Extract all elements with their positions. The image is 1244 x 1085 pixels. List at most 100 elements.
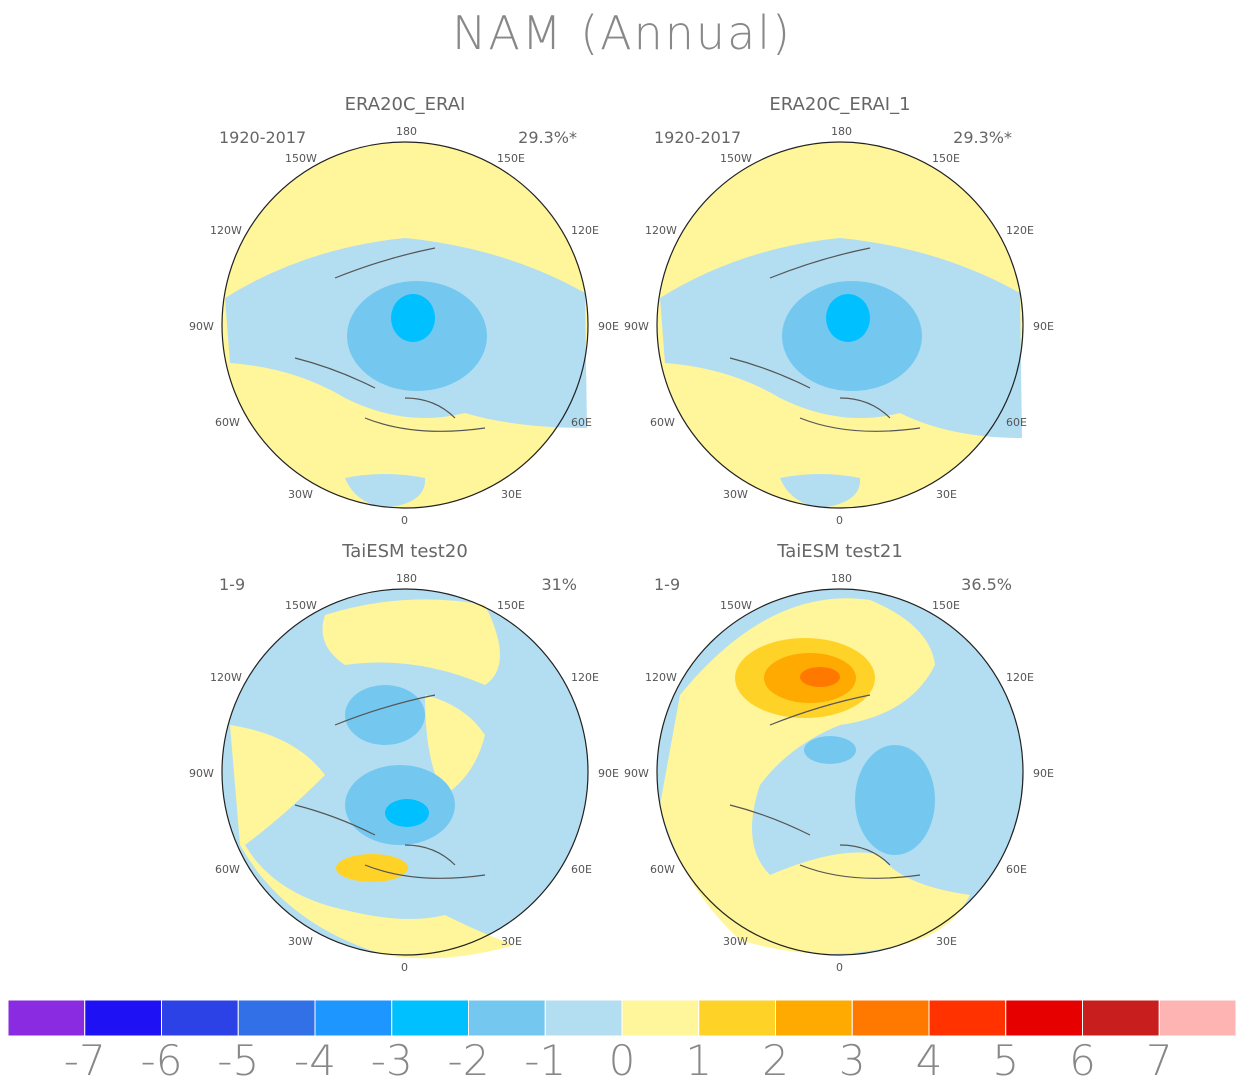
colorbar-tick-label: -6	[140, 1036, 183, 1085]
lon-label: 30E	[936, 488, 957, 501]
panel-title: TaiESM test21	[777, 541, 903, 562]
lon-label: 150W	[285, 152, 317, 165]
lon-label: 180	[396, 125, 417, 138]
lon-label: 90E	[598, 320, 619, 333]
map-panel-era20c-erai: ERA20C_ERAI 1920-2017 29.3%* 180 150E 12…	[185, 94, 625, 538]
colorbar-swatch	[468, 1000, 546, 1036]
lon-label: 90W	[189, 320, 214, 333]
lon-label: 150E	[932, 152, 960, 165]
lon-label: 90W	[189, 767, 214, 780]
lon-label: 60E	[571, 416, 592, 429]
period-label: 1-9	[654, 575, 681, 594]
map-panel-taiesm-test20: TaiESM test20 1-9 31% 180 150E 120E 90E …	[185, 541, 625, 985]
lon-label: 150E	[932, 599, 960, 612]
lon-label: 30W	[723, 488, 748, 501]
period-label: 1920-2017	[219, 128, 307, 147]
variance-label: 36.5%	[961, 575, 1012, 594]
map-panel-era20c-erai-1: ERA20C_ERAI_1 1920-2017 29.3%* 180 150E …	[620, 94, 1060, 538]
variance-label: 29.3%*	[518, 128, 577, 147]
panel-title: TaiESM test20	[342, 541, 468, 562]
colorbar-tick-label: 3	[838, 1036, 866, 1085]
lon-label: 30E	[501, 935, 522, 948]
colorbar-tick-label: 4	[915, 1036, 943, 1085]
colorbar-swatch	[544, 1000, 623, 1036]
lon-label: 60E	[571, 863, 592, 876]
colorbar-swatch	[237, 1000, 316, 1036]
colorbar-swatch	[1158, 1000, 1236, 1036]
lon-label: 90E	[1033, 767, 1054, 780]
lon-label: 120W	[210, 671, 242, 684]
map-panel-taiesm-test21: TaiESM test21 1-9 36.5% 180 150E 120E 90…	[620, 541, 1060, 985]
lon-label: 90E	[1033, 320, 1054, 333]
lon-label: 120E	[571, 224, 599, 237]
colorbar-swatch	[391, 1000, 469, 1036]
colorbar-tick-label: 6	[1069, 1036, 1096, 1085]
lon-label: 60W	[215, 416, 240, 429]
colorbar	[8, 1000, 1236, 1036]
colorbar-tick-label: -7	[63, 1036, 106, 1085]
colorbar-tick-label: -5	[217, 1036, 260, 1085]
lon-label: 120W	[210, 224, 242, 237]
lon-label: 120W	[645, 224, 677, 237]
lon-label: 150E	[497, 599, 525, 612]
colorbar-swatch	[161, 1000, 239, 1036]
colorbar-swatch	[928, 1000, 1007, 1036]
polar-map	[221, 141, 589, 509]
colorbar-tick-label: 7	[1145, 1036, 1173, 1085]
colorbar-tick-label: -3	[370, 1036, 413, 1085]
colorbar-tick-label: -2	[447, 1036, 490, 1085]
lon-label: 180	[396, 572, 417, 585]
polar-map	[656, 588, 1024, 956]
colorbar-swatch	[8, 1000, 86, 1036]
lon-label: 60W	[215, 863, 240, 876]
lon-label: 60E	[1006, 863, 1027, 876]
colorbar-swatch	[851, 1000, 930, 1036]
lon-label: 0	[401, 961, 408, 974]
lon-label: 60W	[650, 416, 675, 429]
lon-label: 150E	[497, 152, 525, 165]
period-label: 1920-2017	[654, 128, 742, 147]
lon-label: 120E	[1006, 224, 1034, 237]
colorbar-tick-label: 5	[992, 1036, 1020, 1085]
variance-label: 31%	[541, 575, 577, 594]
colorbar-swatch	[621, 1000, 700, 1036]
panel-title: ERA20C_ERAI_1	[769, 94, 911, 115]
lon-label: 120W	[645, 671, 677, 684]
lon-label: 0	[836, 514, 843, 527]
lon-label: 120E	[571, 671, 599, 684]
lon-label: 180	[831, 572, 852, 585]
colorbar-tick-label: -1	[524, 1036, 567, 1085]
colorbar-tick-label: 1	[685, 1036, 713, 1085]
lon-label: 90W	[624, 320, 649, 333]
lon-label: 120E	[1006, 671, 1034, 684]
polar-map	[656, 141, 1024, 509]
colorbar-tick-label: -4	[294, 1036, 336, 1085]
colorbar-swatch	[698, 1000, 776, 1036]
lon-label: 0	[401, 514, 408, 527]
colorbar-swatch	[775, 1000, 853, 1036]
colorbar-swatch	[1082, 1000, 1160, 1036]
lon-label: 150W	[720, 599, 752, 612]
lon-label: 0	[836, 961, 843, 974]
lon-label: 30E	[501, 488, 522, 501]
lon-label: 30E	[936, 935, 957, 948]
lon-label: 90E	[598, 767, 619, 780]
main-title: NAM (Annual)	[452, 6, 792, 60]
lon-label: 30W	[288, 935, 313, 948]
panel-title: ERA20C_ERAI	[344, 94, 466, 115]
polar-map	[221, 588, 589, 959]
lon-label: 150W	[285, 599, 317, 612]
colorbar-swatch	[1005, 1000, 1083, 1036]
colorbar-tick-label: 2	[762, 1036, 789, 1085]
lon-label: 60W	[650, 863, 675, 876]
variance-label: 29.3%*	[953, 128, 1012, 147]
colorbar-tick-label: 0	[608, 1036, 636, 1085]
lon-label: 180	[831, 125, 852, 138]
lon-label: 30W	[723, 935, 748, 948]
lon-label: 150W	[720, 152, 752, 165]
lon-label: 60E	[1006, 416, 1027, 429]
colorbar-swatch	[314, 1000, 393, 1036]
period-label: 1-9	[219, 575, 246, 594]
lon-label: 90W	[624, 767, 649, 780]
colorbar-swatch	[84, 1000, 162, 1036]
